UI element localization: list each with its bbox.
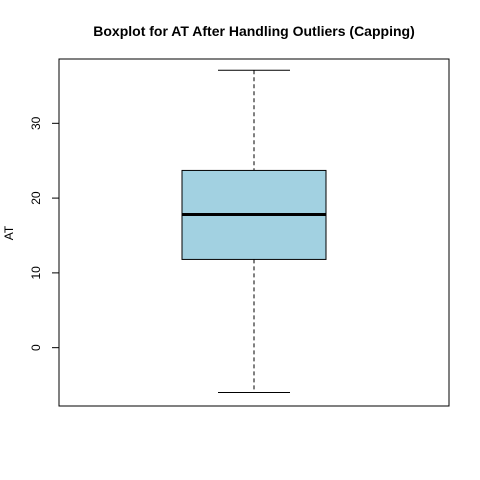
y-tick-label: 30 bbox=[29, 116, 43, 130]
y-axis-label: AT bbox=[2, 225, 16, 240]
box-marks bbox=[181, 69, 327, 394]
y-tick-label: 10 bbox=[29, 266, 43, 280]
y-axis: 0 10 20 30 bbox=[29, 116, 60, 351]
y-tick-label: 0 bbox=[29, 344, 43, 351]
chart-title: Boxplot for AT After Handling Outliers (… bbox=[93, 23, 414, 39]
y-tick-label: 20 bbox=[29, 191, 43, 205]
